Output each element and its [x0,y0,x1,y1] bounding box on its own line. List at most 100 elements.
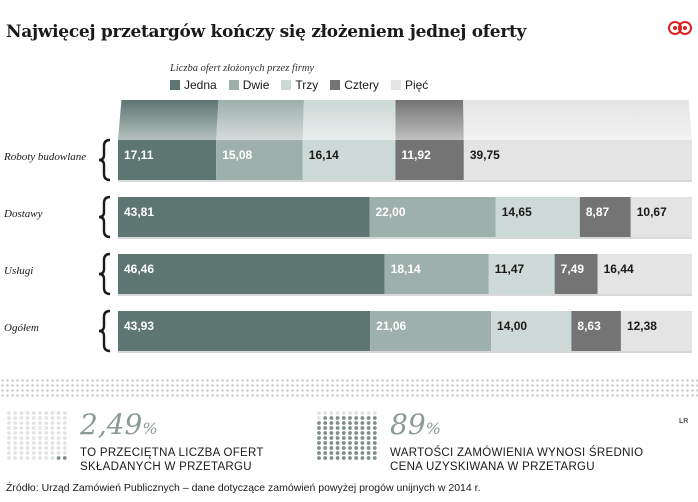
dot-filled [317,446,321,450]
bar-shadow [118,180,692,182]
bar-segment-jedna [118,197,370,237]
dot-filled [360,446,365,450]
legend-swatch [390,80,401,90]
dot-filled [341,431,346,435]
dotted-divider [0,378,698,398]
stat-content: 2,49% TO PRZECIĘTNA LICZBA OFERT SKŁADAN… [80,410,264,474]
dot-filled [366,421,371,425]
dot-filled [366,436,371,440]
dot-filled [348,431,352,435]
chart-title: Najwięcej przetargów kończy się złożenie… [6,22,527,42]
category-label: Roboty budowlane [3,151,86,163]
bar-value-label: 17,11 [124,148,154,162]
dot-filled [317,456,321,460]
dot-empty [7,411,11,415]
bar-segment-trzy [488,254,555,294]
legend-item-piec: Pięć [390,78,428,92]
dot-empty [38,426,42,430]
dot-filled [335,421,340,425]
dot-empty [44,411,49,415]
dot-empty [19,451,24,455]
bar-segment-dwie [369,197,496,237]
bar-value-label: 39,75 [470,148,500,162]
dot-empty [19,431,24,435]
dot-empty [13,431,18,435]
legend-swatch [281,80,292,90]
bar-value-label: 46,46 [124,262,154,276]
dot-empty [7,436,11,440]
dot-filled [360,441,365,445]
dot-empty [31,416,36,420]
bar-segment-dwie [370,311,492,351]
legend-label: Trzy [295,78,319,92]
dot-filled [335,451,340,455]
dot-empty [62,411,67,415]
dot-filled [354,436,359,440]
dot-filled [354,421,359,425]
dot-empty [372,411,377,415]
dot-filled [323,441,328,445]
dot-empty [13,426,18,430]
bar-value-label: 43,93 [124,319,154,333]
dot-filled [354,446,359,450]
dot-filled [348,421,352,425]
dot-filled [360,421,365,425]
dot-empty [38,431,42,435]
bar-segment-jedna [118,254,385,294]
dot-filled [317,426,321,430]
legend-label: Jedna [184,78,217,92]
dot-empty [50,446,55,450]
legend-label: Dwie [242,78,270,92]
bar-shadow [118,294,692,296]
dot-filled [341,421,346,425]
dot-filled [341,436,346,440]
dot-empty [348,411,352,415]
dot-empty [31,451,36,455]
dot-filled [335,456,340,460]
legend-item-trzy: Trzy [281,78,318,92]
dot-filled [354,416,359,420]
bar-value-label: 11,92 [401,148,431,162]
dot-empty [19,416,24,420]
dot-filled [366,441,371,445]
bar-segment-cztery [571,311,621,351]
dot-empty [7,456,11,460]
chart-subtitle: Liczba ofert złożonych przez firmy [170,63,315,74]
bar-value-label: 10,67 [637,205,667,219]
bar-segment-trzy [302,140,396,180]
legend-swatch [330,80,341,90]
dot-empty [44,451,49,455]
dot-empty [38,441,42,445]
dot-filled [341,441,346,445]
dot-empty [50,411,55,415]
dot-empty [50,436,55,440]
dot-filled [366,446,371,450]
stat-line: TO PRZECIĘTNA LICZBA OFERT [80,447,264,459]
dot-empty [19,436,24,440]
dot-filled [341,446,346,450]
dot-filled [372,456,377,460]
bar-shadow [118,237,692,239]
dot-filled [360,456,365,460]
dot-empty [31,421,36,425]
bar-value-label: 8,63 [577,319,601,333]
dot-filled [323,426,328,430]
bar-segment-pięć [597,254,692,294]
dot-empty [44,421,49,425]
category-label: Dostawy [3,208,43,220]
stat-line: WARTOŚCI ZAMÓWIENIA WYNOSI ŚREDNIO [390,447,644,459]
dot-empty [25,451,30,455]
dot-empty [366,411,371,415]
dot-filled [354,441,359,445]
stat-average-offers: 2,49% TO PRZECIĘTNA LICZBA OFERT SKŁADAN… [6,410,264,474]
stat-description: WARTOŚCI ZAMÓWIENIA WYNOSI ŚREDNIO CENA … [390,446,643,474]
dot-filled [360,451,365,455]
dot-empty [38,411,42,415]
stat-description: TO PRZECIĘTNA LICZBA OFERT SKŁADANYCH W … [80,446,264,474]
dot-empty [323,411,328,415]
dot-empty [50,426,55,430]
dot-empty [56,426,61,430]
curly-brace-icon [98,195,111,239]
author-initials: LR [679,418,689,425]
dot-empty [13,411,18,415]
